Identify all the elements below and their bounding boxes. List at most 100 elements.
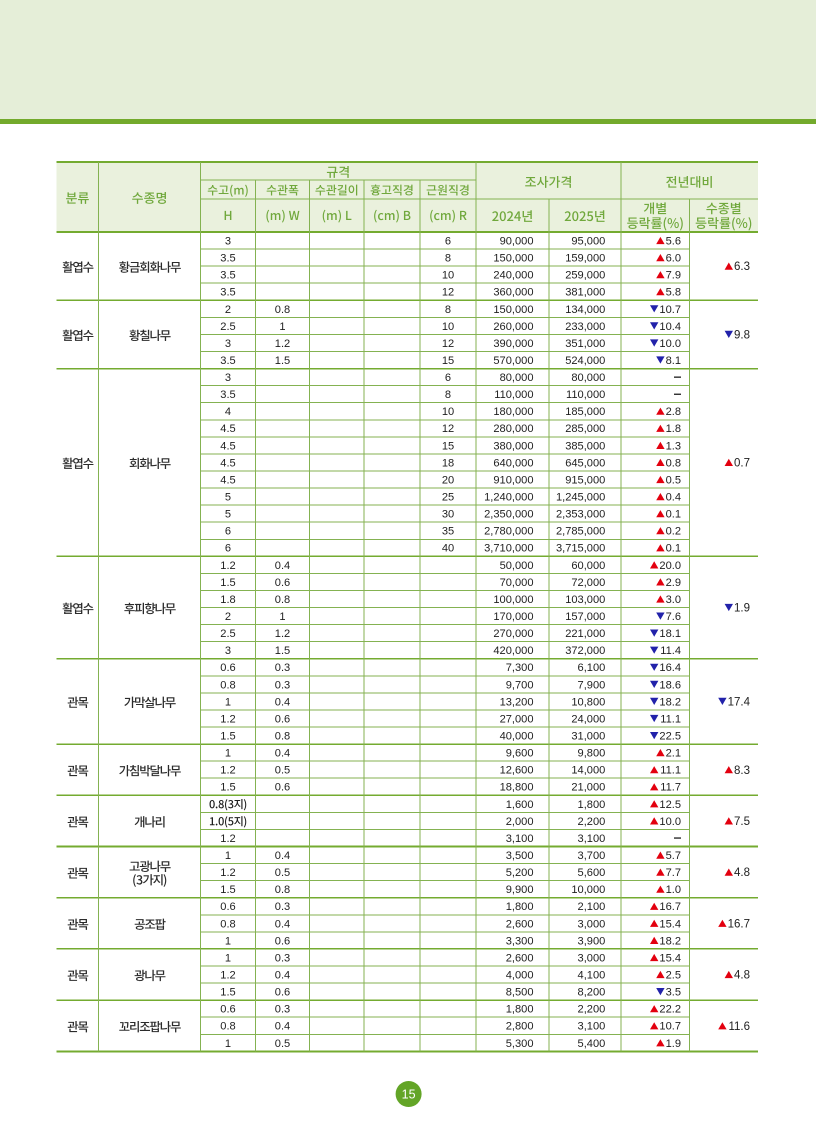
svg-text:2,350,000: 2,350,000 [484, 509, 533, 521]
svg-text:1.5: 1.5 [275, 645, 290, 657]
svg-text:7,900: 7,900 [578, 679, 606, 691]
svg-text:0.6: 0.6 [275, 577, 290, 589]
svg-text:2,600: 2,600 [506, 918, 534, 930]
svg-text:3,000: 3,000 [578, 952, 606, 964]
svg-text:5: 5 [225, 509, 231, 521]
svg-text:10.4: 10.4 [659, 321, 681, 333]
svg-text:360,000: 360,000 [493, 287, 533, 299]
svg-text:13,200: 13,200 [500, 696, 534, 708]
svg-text:3: 3 [225, 236, 231, 248]
svg-text:8: 8 [445, 253, 451, 265]
svg-text:21,000: 21,000 [571, 782, 605, 794]
svg-text:4.8: 4.8 [734, 970, 750, 982]
svg-text:1,800: 1,800 [506, 1004, 534, 1016]
svg-text:0.4: 0.4 [275, 560, 290, 572]
svg-text:110,000: 110,000 [566, 389, 605, 401]
svg-text:1,800: 1,800 [578, 799, 606, 811]
svg-text:10: 10 [442, 270, 454, 282]
svg-text:9,800: 9,800 [578, 748, 606, 760]
svg-text:0.5: 0.5 [275, 765, 290, 777]
svg-text:240,000: 240,000 [493, 270, 533, 282]
svg-text:0.4: 0.4 [666, 492, 681, 504]
svg-text:8,500: 8,500 [506, 987, 534, 999]
svg-text:157,000: 157,000 [565, 611, 605, 623]
svg-text:17.4: 17.4 [728, 697, 751, 709]
svg-text:4.8: 4.8 [734, 867, 750, 879]
svg-text:9,600: 9,600 [506, 748, 534, 760]
svg-text:2,200: 2,200 [578, 1004, 606, 1016]
svg-text:95,000: 95,000 [571, 236, 605, 248]
svg-text:3,715,000: 3,715,000 [556, 543, 605, 555]
svg-text:3,100: 3,100 [578, 833, 606, 845]
svg-text:0.4: 0.4 [275, 918, 290, 930]
svg-text:27,000: 27,000 [500, 713, 534, 725]
svg-text:1,600: 1,600 [506, 799, 534, 811]
svg-text:100,000: 100,000 [493, 594, 533, 606]
svg-text:3,500: 3,500 [506, 850, 534, 862]
svg-text:3: 3 [225, 372, 231, 384]
svg-text:1.0: 1.0 [666, 884, 681, 896]
svg-text:10: 10 [442, 406, 454, 418]
svg-text:1.8: 1.8 [220, 594, 235, 606]
svg-text:640,000: 640,000 [493, 457, 533, 469]
svg-text:9,700: 9,700 [506, 679, 534, 691]
svg-text:40,000: 40,000 [500, 731, 534, 743]
svg-text:0.2: 0.2 [666, 526, 681, 538]
svg-text:1: 1 [225, 935, 231, 947]
svg-text:1: 1 [279, 321, 285, 333]
svg-text:372,000: 372,000 [565, 645, 605, 657]
svg-text:1.5: 1.5 [220, 782, 235, 794]
svg-text:12,600: 12,600 [500, 765, 534, 777]
svg-text:11.4: 11.4 [660, 645, 681, 657]
svg-text:3,700: 3,700 [578, 850, 606, 862]
svg-text:12: 12 [442, 287, 454, 299]
svg-text:3.0: 3.0 [666, 594, 681, 606]
svg-text:3,900: 3,900 [578, 935, 606, 947]
svg-text:4,000: 4,000 [506, 970, 534, 982]
svg-text:6: 6 [225, 526, 231, 538]
svg-text:1: 1 [225, 748, 231, 760]
svg-text:2.5: 2.5 [666, 970, 681, 982]
svg-text:185,000: 185,000 [565, 406, 605, 418]
svg-text:8: 8 [445, 389, 451, 401]
svg-text:0.8: 0.8 [275, 884, 290, 896]
svg-text:1.2: 1.2 [220, 833, 235, 845]
svg-text:5,400: 5,400 [578, 1038, 606, 1050]
svg-text:0.6: 0.6 [220, 662, 235, 674]
svg-text:18.6: 18.6 [659, 679, 681, 691]
svg-text:7.5: 7.5 [734, 816, 750, 828]
svg-text:0.8: 0.8 [275, 304, 290, 316]
svg-text:25: 25 [442, 492, 454, 504]
svg-text:280,000: 280,000 [493, 423, 533, 435]
svg-text:0.3: 0.3 [275, 901, 290, 913]
svg-text:5.8: 5.8 [666, 287, 681, 299]
svg-text:3,710,000: 3,710,000 [484, 543, 533, 555]
svg-text:570,000: 570,000 [493, 355, 533, 367]
svg-text:150,000: 150,000 [493, 304, 533, 316]
svg-text:0.8: 0.8 [220, 918, 235, 930]
svg-text:103,000: 103,000 [565, 594, 605, 606]
svg-text:180,000: 180,000 [493, 406, 533, 418]
svg-text:3,000: 3,000 [578, 918, 606, 930]
svg-text:2.1: 2.1 [666, 748, 681, 760]
svg-text:12.5: 12.5 [659, 799, 681, 811]
svg-text:2,000: 2,000 [506, 816, 534, 828]
svg-text:0.5: 0.5 [275, 867, 290, 879]
svg-text:18,800: 18,800 [500, 782, 534, 794]
svg-text:16.7: 16.7 [728, 918, 750, 930]
svg-text:0.6: 0.6 [220, 901, 235, 913]
svg-text:8,200: 8,200 [578, 987, 606, 999]
svg-text:1: 1 [225, 952, 231, 964]
svg-text:30: 30 [442, 509, 454, 521]
svg-text:50,000: 50,000 [500, 560, 534, 572]
svg-text:1.2: 1.2 [220, 970, 235, 982]
svg-text:10,000: 10,000 [571, 884, 605, 896]
svg-text:4,100: 4,100 [578, 970, 606, 982]
svg-text:0.3: 0.3 [275, 952, 290, 964]
svg-text:1: 1 [225, 850, 231, 862]
svg-text:9.8: 9.8 [734, 330, 750, 342]
svg-text:6,100: 6,100 [578, 662, 606, 674]
svg-text:16.7: 16.7 [659, 901, 681, 913]
svg-text:1.2: 1.2 [220, 867, 235, 879]
svg-text:270,000: 270,000 [493, 628, 533, 640]
